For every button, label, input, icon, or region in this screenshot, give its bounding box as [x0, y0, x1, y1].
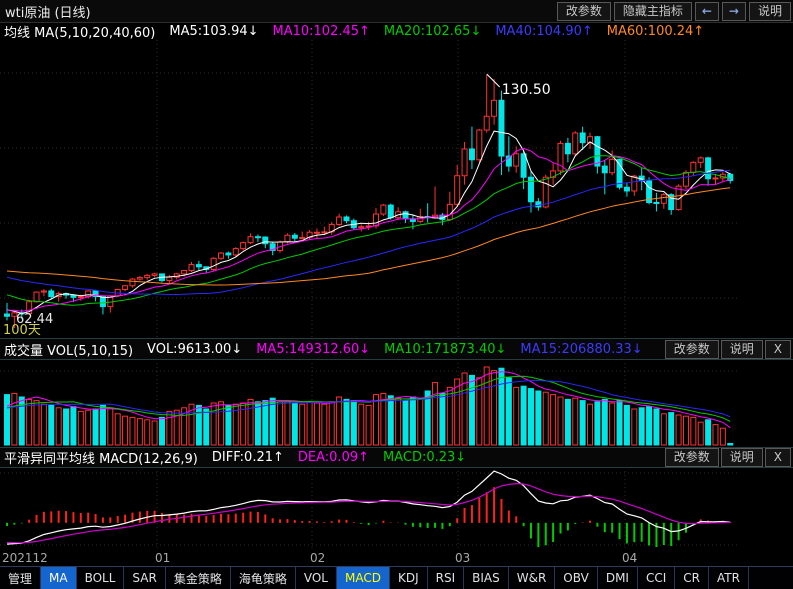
indicator-value-label: 平滑异同平均线 MACD(12,26,9): [4, 452, 198, 467]
time-axis-label: 04: [622, 551, 638, 565]
volume-bars: [4, 366, 734, 446]
title-bar: wti原油 (日线) 改参数 隐藏主指标 ← → 说明: [0, 0, 793, 23]
volume-close-button[interactable]: X: [764, 339, 791, 359]
symbol-title: wti原油 (日线): [5, 5, 91, 21]
indicator-tab-w&r[interactable]: W&R: [509, 567, 556, 589]
time-axis-label: 03: [455, 551, 471, 565]
indicator-tab-bias[interactable]: BIAS: [464, 567, 509, 589]
indicator-value-label: MA40:104.90↑: [495, 23, 593, 39]
indicator-value-label: MA5:103.94↓: [169, 23, 259, 39]
indicator-tab-vol[interactable]: VOL: [296, 567, 337, 589]
indicator-value-label: MA60:100.24↑: [606, 23, 705, 39]
macd-chart[interactable]: [0, 467, 793, 549]
visible-days-label: 100天: [3, 323, 41, 338]
indicator-tab-boll[interactable]: BOLL: [77, 567, 125, 589]
time-axis-label: 202112: [2, 551, 48, 565]
volume-change-params-button[interactable]: 改参数: [664, 339, 719, 359]
indicator-tab-kdj[interactable]: KDJ: [390, 567, 428, 589]
time-axis: 202112 01 02 03 04: [0, 549, 793, 567]
indicator-tab-dmi[interactable]: DMI: [598, 567, 638, 589]
indicator-tab-rsi[interactable]: RSI: [428, 567, 465, 589]
indicator-tab-cci[interactable]: CCI: [638, 567, 676, 589]
macd-change-params-button[interactable]: 改参数: [664, 448, 719, 467]
indicator-value-label: MA5:149312.60↓: [256, 341, 371, 357]
low-price-label: 62.44: [16, 312, 53, 327]
help-button[interactable]: 说明: [748, 1, 791, 21]
volume-help-button[interactable]: 说明: [720, 339, 763, 359]
indicator-tab-海龟策略[interactable]: 海龟策略: [231, 567, 296, 589]
indicator-tab-sar[interactable]: SAR: [124, 567, 166, 589]
indicator-value-label: 成交量 VOL(5,10,15): [4, 343, 134, 359]
indicator-value-label: MA10:102.45↑: [272, 23, 370, 39]
high-point-marker: [486, 73, 501, 88]
indicator-value-label: 均线 MA(5,10,20,40,60): [4, 25, 156, 41]
volume-pane-header: 成交量 VOL(5,10,15) VOL:9613.00↓ MA5:149312.6…: [0, 338, 793, 360]
title-bar-buttons: 改参数 隐藏主指标 ← → 说明: [556, 1, 793, 21]
time-axis-label: 01: [155, 551, 171, 565]
ma-line-ma20: [6, 155, 731, 306]
candlesticks: [4, 75, 734, 328]
indicator-tab-atr[interactable]: ATR: [709, 567, 749, 589]
dea-line: [6, 482, 731, 544]
volume-header-buttons: 改参数 说明 X: [664, 339, 793, 359]
indicator-tab-集金策略[interactable]: 集金策略: [166, 567, 231, 589]
high-price-label: 130.50: [502, 82, 551, 98]
indicator-value-label: VOL:9613.00↓: [147, 341, 243, 357]
indicator-tab-ma[interactable]: MA: [41, 567, 77, 589]
ma-line-ma10: [6, 147, 731, 312]
volume-chart[interactable]: [0, 359, 793, 447]
volume-vol_ma15-line: [6, 379, 731, 418]
macd-close-button[interactable]: X: [764, 448, 791, 467]
indicator-value-label: DIFF:0.21↑: [211, 450, 284, 465]
time-axis-label: 02: [310, 551, 326, 565]
indicator-toolbar: 管理 MA BOLL SAR 集金策略 海龟策略 VOL MACD KDJ RSI BIAS W&R O…: [0, 566, 793, 589]
prev-arrow-button[interactable]: ←: [694, 1, 719, 21]
change-params-button[interactable]: 改参数: [556, 1, 611, 21]
indicator-value-label: MA20:102.65↓: [383, 23, 482, 39]
ma-line-ma40: [6, 169, 731, 295]
ma-line-ma60: [6, 187, 731, 286]
indicator-value-label: DEA:0.09↑: [297, 450, 369, 465]
ma-indicator-row: 均线 MA(5,10,20,40,60) MA5:103.94↓ MA10:102.…: [0, 22, 793, 41]
diff-line: [6, 470, 731, 545]
indicator-tab-管理[interactable]: 管理: [0, 567, 42, 589]
next-arrow-button[interactable]: →: [721, 1, 746, 21]
macd-pane-header: 平滑异同平均线 MACD(12,26,9) DIFF:0.21↑ DEA:0.09↑…: [0, 447, 793, 468]
indicator-value-label: MACD:0.23↓: [383, 450, 467, 465]
indicator-tab-cr[interactable]: CR: [675, 567, 709, 589]
macd-help-button[interactable]: 说明: [720, 448, 763, 467]
hide-main-indicator-button[interactable]: 隐藏主指标: [613, 1, 692, 21]
indicator-value-label: MA15:206880.33↓: [520, 341, 643, 357]
indicator-value-label: MA10:171873.40↓: [384, 341, 507, 357]
indicator-tab-obv[interactable]: OBV: [555, 567, 598, 589]
indicator-tab-macd[interactable]: MACD: [336, 567, 390, 589]
macd-header-buttons: 改参数 说明 X: [664, 448, 793, 467]
macd-histogram: [6, 487, 732, 548]
